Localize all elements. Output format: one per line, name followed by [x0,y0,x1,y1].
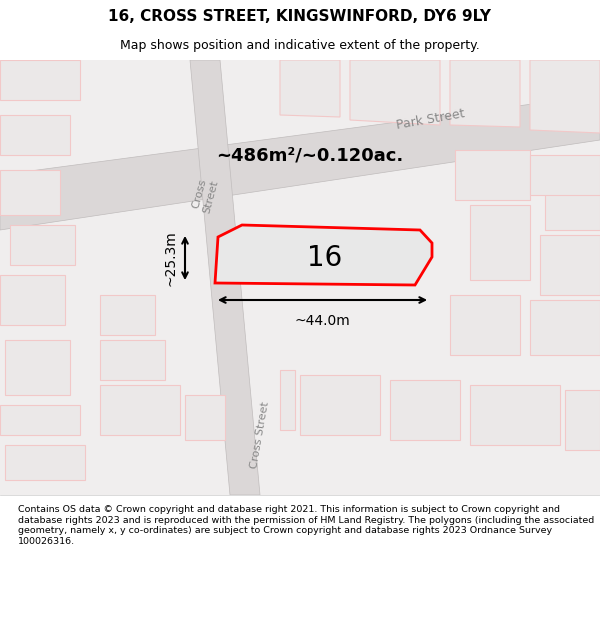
Polygon shape [455,150,530,200]
Polygon shape [530,60,600,133]
Text: ~44.0m: ~44.0m [295,314,350,328]
Text: ~486m²/~0.120ac.: ~486m²/~0.120ac. [217,146,404,164]
Text: 16, CROSS STREET, KINGSWINFORD, DY6 9LY: 16, CROSS STREET, KINGSWINFORD, DY6 9LY [109,9,491,24]
Polygon shape [5,445,85,480]
Polygon shape [450,295,520,355]
Text: Cross Street: Cross Street [249,401,271,469]
Text: ~25.3m: ~25.3m [163,230,177,286]
Polygon shape [530,300,600,355]
Polygon shape [350,60,440,125]
Polygon shape [0,95,600,230]
Polygon shape [190,60,260,495]
Polygon shape [300,375,380,435]
Polygon shape [0,275,65,325]
Polygon shape [450,60,520,127]
Text: Park Street: Park Street [395,107,465,132]
Polygon shape [100,385,180,435]
Polygon shape [185,395,225,440]
Text: Contains OS data © Crown copyright and database right 2021. This information is : Contains OS data © Crown copyright and d… [18,506,594,546]
Polygon shape [0,170,60,215]
Polygon shape [5,340,70,395]
Polygon shape [0,405,80,435]
Polygon shape [530,155,600,195]
Text: 16: 16 [307,244,343,272]
Polygon shape [470,205,530,280]
Polygon shape [470,385,560,445]
Polygon shape [215,225,432,285]
Text: Cross
Street: Cross Street [190,176,220,214]
Text: Map shows position and indicative extent of the property.: Map shows position and indicative extent… [120,39,480,51]
Polygon shape [540,235,600,295]
Polygon shape [100,340,165,380]
Polygon shape [0,115,70,155]
Polygon shape [280,60,340,117]
Polygon shape [565,390,600,450]
Polygon shape [0,60,80,100]
Polygon shape [545,185,600,230]
Polygon shape [100,295,155,335]
Polygon shape [390,380,460,440]
Polygon shape [280,370,295,430]
Polygon shape [10,225,75,265]
